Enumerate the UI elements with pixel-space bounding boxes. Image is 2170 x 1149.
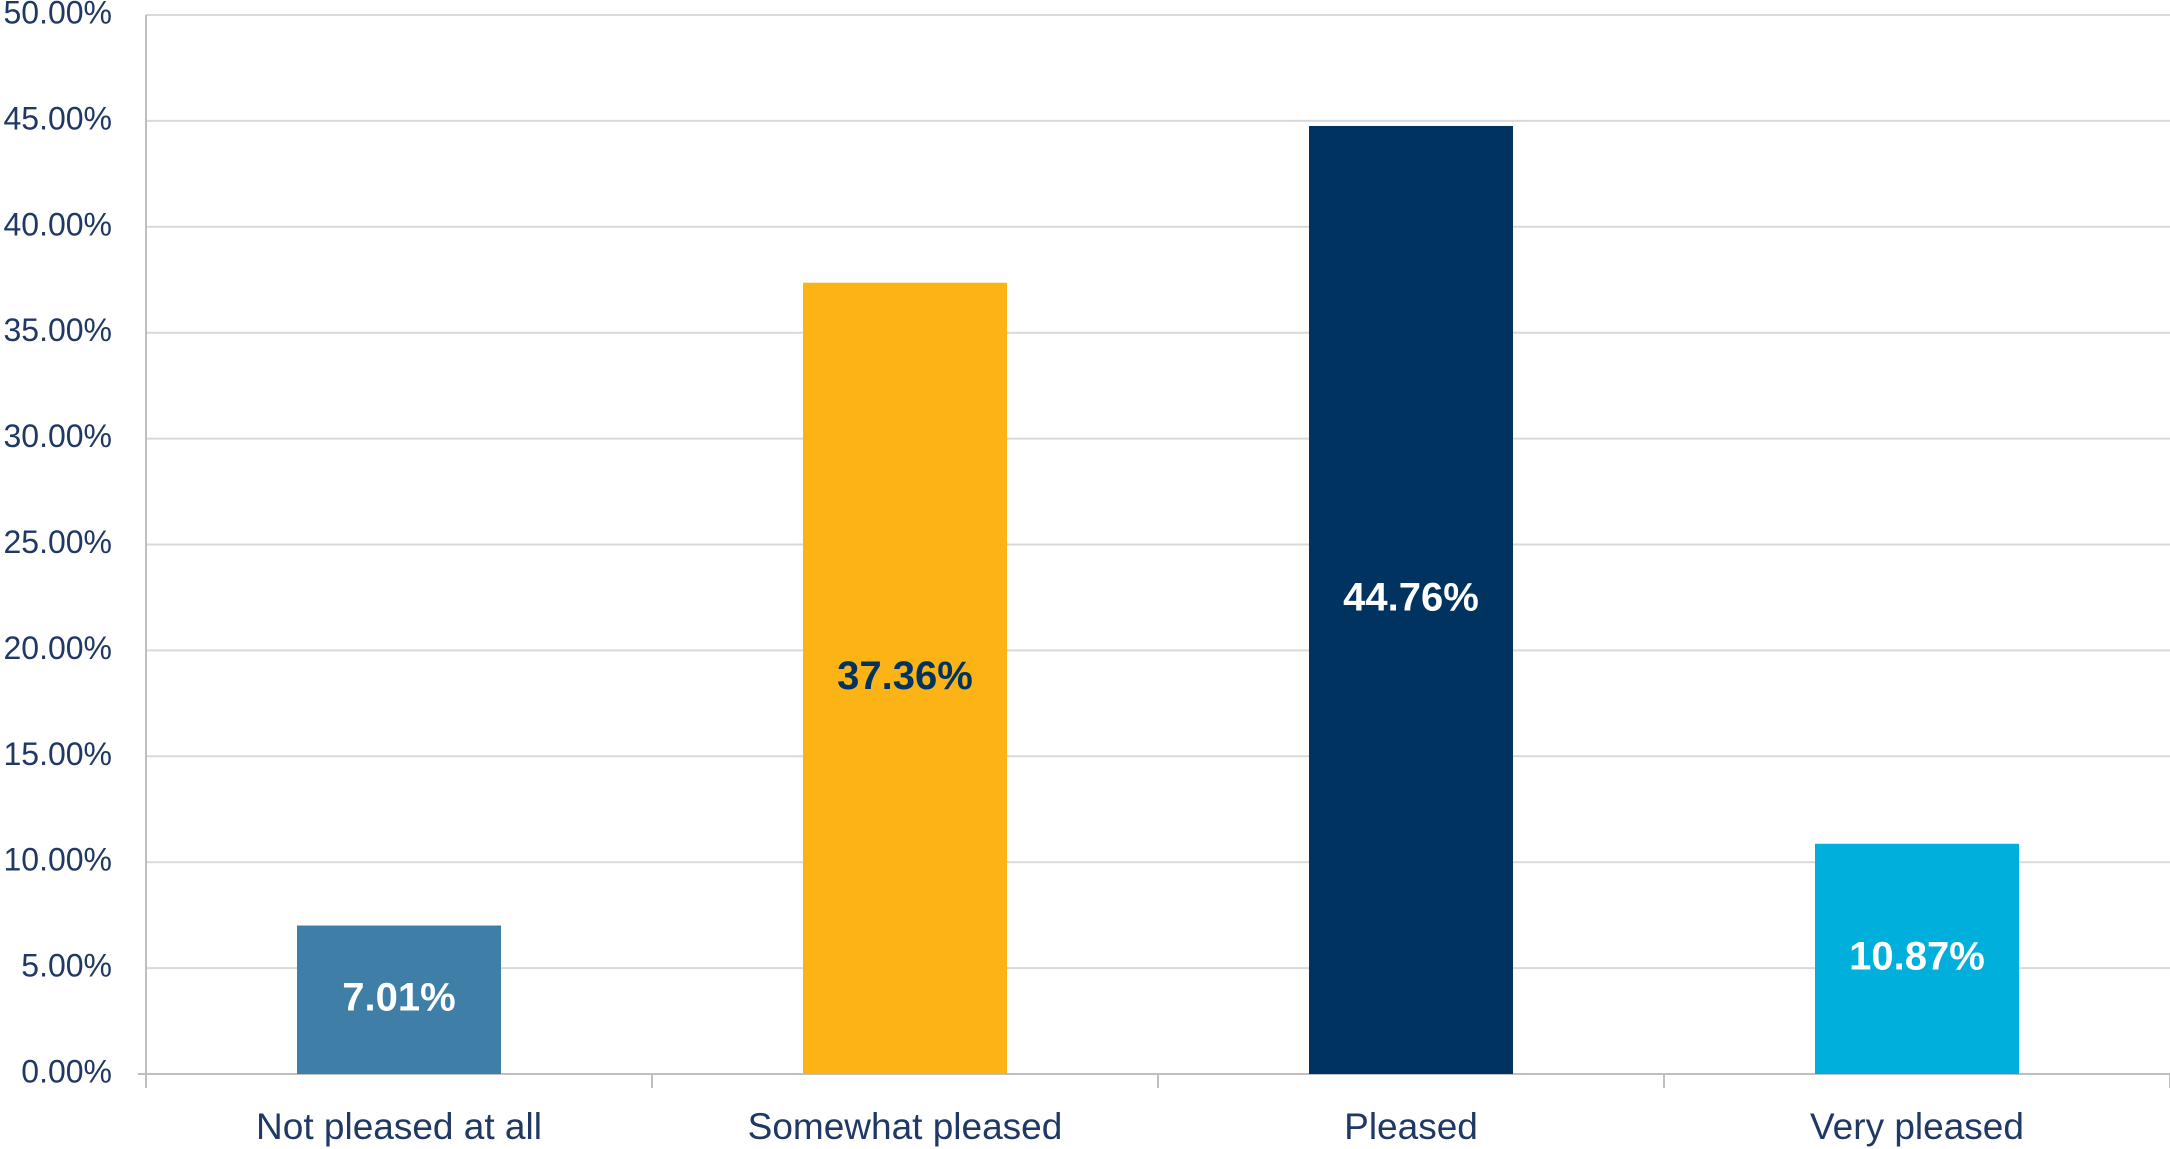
y-tick-label: 35.00% xyxy=(3,312,112,348)
x-tick-label: Very pleased xyxy=(1810,1106,2024,1147)
y-axis-tick-labels: 0.00% 5.00% 10.00% 15.00% 20.00% 25.00% 30.00%… xyxy=(3,0,112,1089)
bar xyxy=(803,282,1007,1074)
bar xyxy=(1815,843,2019,1074)
x-tick-label: Pleased xyxy=(1344,1106,1478,1147)
data-label: 10.87% xyxy=(1849,934,1985,978)
data-label: 37.36% xyxy=(837,654,973,698)
y-tick-label: 10.00% xyxy=(3,842,112,878)
y-tick-label: 40.00% xyxy=(3,206,112,242)
y-tick-label: 0.00% xyxy=(21,1053,112,1089)
y-tick-label: 25.00% xyxy=(3,524,112,560)
bars xyxy=(297,125,2019,1074)
data-label: 44.76% xyxy=(1343,576,1479,620)
y-tick-label: 30.00% xyxy=(3,418,112,454)
y-tick-label: 15.00% xyxy=(3,736,112,772)
x-tick-label: Not pleased at all xyxy=(256,1106,542,1147)
bar xyxy=(1309,125,1513,1074)
y-tick-label: 45.00% xyxy=(3,100,112,136)
bar xyxy=(297,925,501,1074)
x-tick-label: Somewhat pleased xyxy=(748,1106,1063,1147)
y-tick-label: 50.00% xyxy=(3,0,112,30)
gridlines xyxy=(146,14,2170,970)
data-labels: 7.01% 37.36% 44.76% 10.87% xyxy=(342,576,1985,1020)
x-axis-tick-labels: Not pleased at all Somewhat pleased Please… xyxy=(256,1106,2024,1147)
data-label: 7.01% xyxy=(342,975,455,1019)
y-tick-label: 5.00% xyxy=(21,948,112,984)
y-tick-label: 20.00% xyxy=(3,630,112,666)
